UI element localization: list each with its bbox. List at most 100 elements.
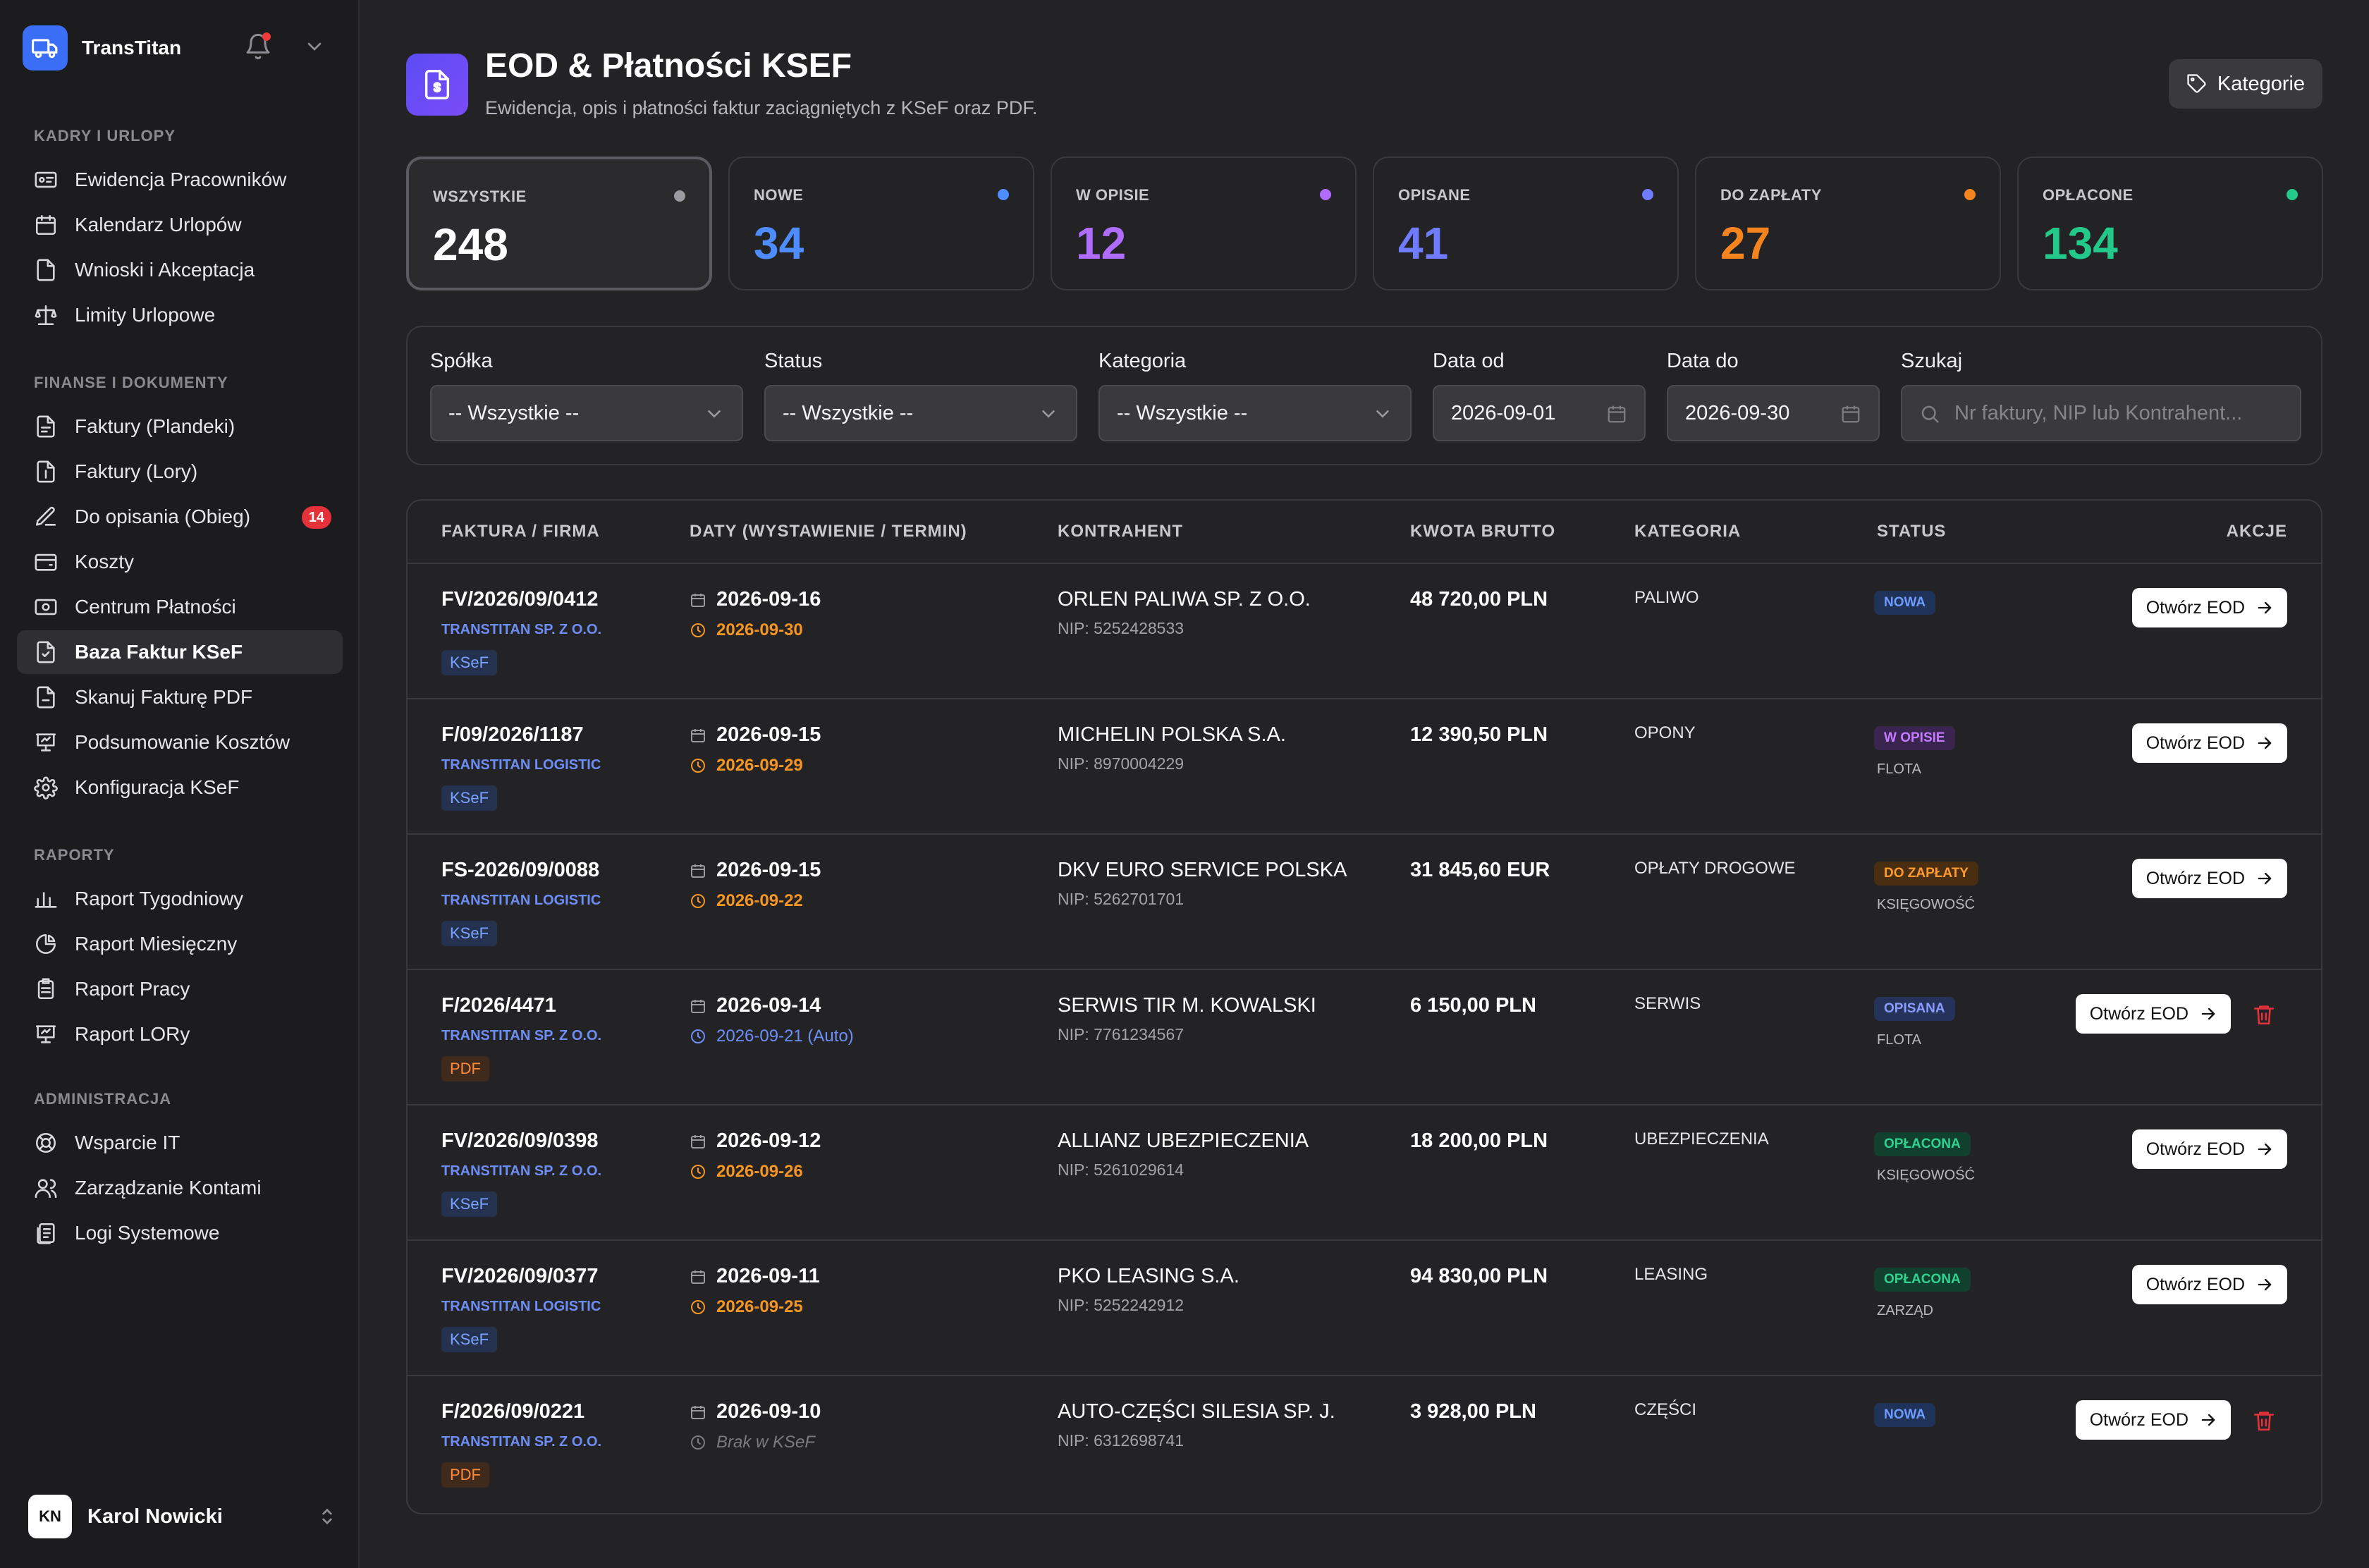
invoice-number[interactable]: FS-2026/09/0088 (441, 859, 600, 881)
contractor-nip: NIP: 6312698741 (1058, 1431, 1184, 1450)
sidebar-item-wnioski-i-akceptacja[interactable]: Wnioski i Akceptacja (17, 248, 343, 292)
stat-card-nowe[interactable]: NOWE 34 (728, 157, 1034, 290)
invoice-dollar-icon (32, 458, 59, 485)
status-badge: OPISANA (1874, 997, 1955, 1021)
sidebar-item-faktury-plandeki-[interactable]: Faktury (Plandeki) (17, 405, 343, 448)
source-tag: KSeF (441, 1192, 498, 1217)
date-from-value: 2026-09-01 (1451, 401, 1556, 424)
status-select[interactable]: -- Wszystkie -- (764, 385, 1077, 441)
category-select[interactable]: -- Wszystkie -- (1098, 385, 1412, 441)
stat-value: 34 (754, 218, 804, 269)
open-eod-button[interactable]: Otwórz EOD (2131, 588, 2287, 627)
chevron-up-down-icon[interactable] (316, 1505, 338, 1528)
issue-date-value: 2026-09-15 (716, 723, 821, 746)
source-tag: PDF (441, 1056, 489, 1082)
table-row[interactable]: FV/2026/09/0412 TRANSTITAN SP. Z O.O. KSeF… (408, 564, 2321, 699)
trash-icon[interactable] (2252, 1003, 2276, 1027)
stat-value: 12 (1076, 218, 1127, 269)
sidebar-item-ewidencja-pracowników[interactable]: Ewidencja Pracowników (17, 158, 343, 202)
invoice-number[interactable]: FV/2026/09/0412 (441, 588, 599, 611)
arrow-right-icon (2258, 601, 2272, 614)
stat-label: NOWE (754, 186, 804, 204)
table-row[interactable]: F/09/2026/1187 TRANSTITAN LOGISTIC KSeF 202… (408, 699, 2321, 835)
sidebar-item-raport-lory[interactable]: Raport LORy (17, 1012, 343, 1056)
sidebar-item-limity-urlopowe[interactable]: Limity Urlopowe (17, 293, 343, 337)
open-eod-button[interactable]: Otwórz EOD (2131, 723, 2287, 763)
chevron-down-icon[interactable] (303, 35, 326, 58)
table-row[interactable]: FV/2026/09/0398 TRANSTITAN SP. Z O.O. KSeF… (408, 1105, 2321, 1241)
open-eod-button[interactable]: Otwórz EOD (2131, 1129, 2287, 1169)
company-select[interactable]: -- Wszystkie -- (430, 385, 743, 441)
due-date: 2026-09-29 (690, 756, 803, 776)
categories-button[interactable]: Kategorie (2169, 59, 2322, 109)
sidebar-item-centrum-płatności[interactable]: Centrum Płatności (17, 585, 343, 629)
invoice-company: TRANSTITAN LOGISTIC (441, 757, 601, 773)
open-eod-button[interactable]: Otwórz EOD (2075, 1400, 2231, 1440)
sidebar-item-logi-systemowe[interactable]: Logi Systemowe (17, 1211, 343, 1255)
table-row[interactable]: FV/2026/09/0377 TRANSTITAN LOGISTIC KSeF 20… (408, 1241, 2321, 1376)
col-actions: AKCJE (2226, 522, 2287, 541)
sidebar-item-raport-miesięczny[interactable]: Raport Miesięczny (17, 922, 343, 966)
bell-icon[interactable] (244, 32, 272, 61)
sidebar-item-kalendarz-urlopów[interactable]: Kalendarz Urlopów (17, 203, 343, 247)
sidebar-item-faktury-lory-[interactable]: Faktury (Lory) (17, 450, 343, 494)
arrow-right-icon (2258, 1278, 2272, 1291)
table-row[interactable]: F/2026/09/0221 TRANSTITAN SP. Z O.O. PDF 20… (408, 1376, 2321, 1512)
scale-icon (32, 302, 59, 329)
category: SERWIS (1634, 994, 1701, 1013)
user-menu[interactable]: KN Karol Nowicki (28, 1493, 338, 1540)
date-to-input[interactable]: 2026-09-30 (1667, 385, 1880, 441)
invoice-number[interactable]: FV/2026/09/0398 (441, 1129, 599, 1152)
open-eod-label: Otwórz EOD (2145, 597, 2245, 618)
status-badge: NOWA (1874, 591, 1936, 615)
sidebar-item-koszty[interactable]: Koszty (17, 540, 343, 584)
sidebar-item-label: Zarządzanie Kontami (75, 1177, 262, 1199)
stat-card-opisane[interactable]: OPISANE 41 (1373, 157, 1679, 290)
stat-card-wszystkie[interactable]: WSZYSTKIE 248 (406, 157, 712, 290)
sidebar-item-raport-tygodniowy[interactable]: Raport Tygodniowy (17, 877, 343, 921)
source-tag: KSeF (441, 921, 498, 946)
status-select-value: -- Wszystkie -- (783, 401, 914, 424)
trash-icon[interactable] (2252, 1409, 2276, 1433)
sidebar-item-label: Raport Tygodniowy (75, 888, 244, 909)
category: LEASING (1634, 1265, 1708, 1284)
sidebar-item-baza-faktur-ksef[interactable]: Baza Faktur KSeF (17, 630, 343, 674)
sidebar-item-raport-pracy[interactable]: Raport Pracy (17, 967, 343, 1011)
gross-amount: 18 200,00 PLN (1410, 1129, 1548, 1152)
due-date: 2026-09-25 (690, 1297, 803, 1317)
sidebar-item-label: Ewidencja Pracowników (75, 169, 287, 190)
category: PALIWO (1634, 588, 1699, 607)
invoice-number[interactable]: F/2026/4471 (441, 994, 556, 1017)
sidebar-item-wsparcie-it[interactable]: Wsparcie IT (17, 1121, 343, 1165)
sidebar-item-label: Faktury (Lory) (75, 460, 198, 482)
sidebar-item-skanuj-fakturę-pdf[interactable]: Skanuj Fakturę PDF (17, 675, 343, 719)
date-from-input[interactable]: 2026-09-01 (1433, 385, 1646, 441)
issue-date-value: 2026-09-16 (716, 588, 821, 611)
open-eod-button[interactable]: Otwórz EOD (2131, 859, 2287, 898)
open-eod-button[interactable]: Otwórz EOD (2131, 1265, 2287, 1304)
table-row[interactable]: FS-2026/09/0088 TRANSTITAN LOGISTIC KSeF 20… (408, 835, 2321, 970)
brand[interactable]: TransTitan (23, 25, 181, 71)
due-date: Brak w KSeF (690, 1433, 815, 1452)
invoice-number[interactable]: F/2026/09/0221 (441, 1400, 585, 1423)
due-date-value: Brak w KSeF (716, 1433, 816, 1452)
calendar-icon (691, 1270, 705, 1284)
stat-value: 41 (1398, 218, 1449, 269)
sidebar-item-podsumowanie-kosztów[interactable]: Podsumowanie Kosztów (17, 721, 343, 764)
stat-card-opłacone[interactable]: OPŁACONE 134 (2017, 157, 2323, 290)
search-input[interactable]: Nr faktury, NIP lub Kontrahent... (1901, 385, 2301, 441)
sidebar-item-do-opisania-obieg-[interactable]: Do opisania (Obieg) 14 (17, 495, 343, 539)
status-department: ZARZĄD (1877, 1303, 1933, 1318)
contractor-name: SERWIS TIR M. KOWALSKI (1058, 994, 1316, 1017)
invoice-number[interactable]: F/09/2026/1187 (441, 723, 584, 746)
table-row[interactable]: F/2026/4471 TRANSTITAN SP. Z O.O. PDF 2026-… (408, 970, 2321, 1105)
calendar-icon (32, 212, 59, 238)
invoice-number[interactable]: FV/2026/09/0377 (441, 1265, 599, 1287)
sidebar-item-zarządzanie-kontami[interactable]: Zarządzanie Kontami (17, 1166, 343, 1210)
stat-card-w-opisie[interactable]: W OPISIE 12 (1051, 157, 1357, 290)
open-eod-button[interactable]: Otwórz EOD (2075, 994, 2231, 1034)
app-name: TransTitan (82, 37, 182, 59)
arrow-right-icon (2258, 737, 2272, 749)
stat-card-do-zapłaty[interactable]: DO ZAPŁATY 27 (1695, 157, 2001, 290)
sidebar-item-konfiguracja-ksef[interactable]: Konfiguracja KSeF (17, 766, 343, 809)
